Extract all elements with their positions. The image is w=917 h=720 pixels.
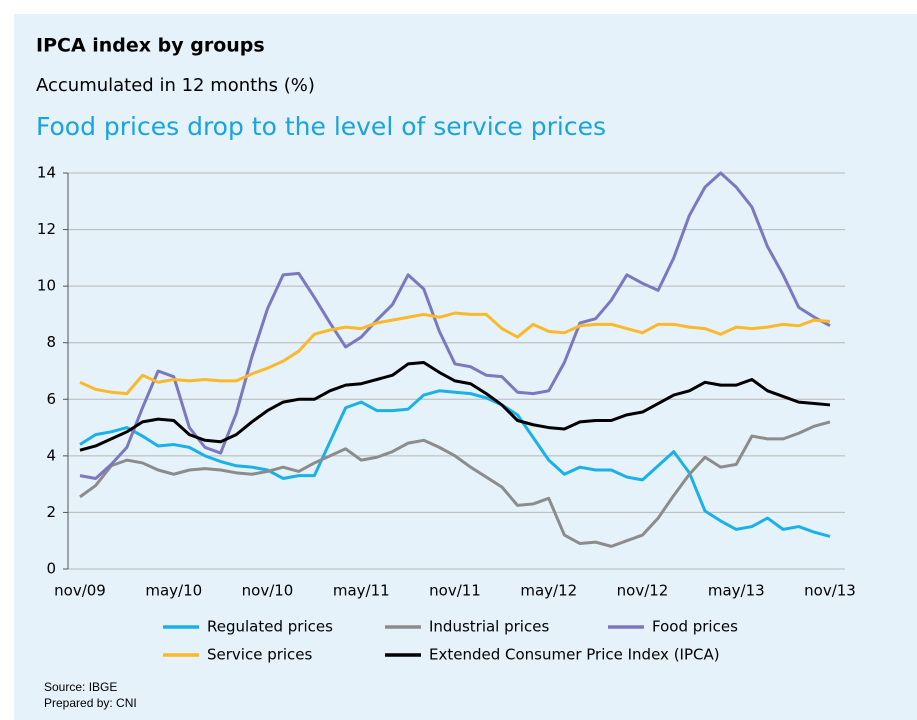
x-tick-label: nov/13	[804, 582, 856, 600]
y-tick-label: 4	[46, 446, 56, 464]
y-tick-label: 0	[46, 560, 56, 578]
series-line	[79, 389, 831, 538]
legend-label: Extended Consumer Price Index (IPCA)	[429, 646, 720, 664]
x-tick-label: may/10	[145, 582, 202, 600]
legend-label: Food prices	[652, 618, 738, 636]
y-tick-label: 6	[46, 390, 56, 408]
series-line	[79, 171, 831, 480]
x-tick-label: nov/09	[54, 582, 106, 600]
x-tick-label: nov/11	[429, 582, 481, 600]
series-line	[79, 420, 831, 548]
source-note: Source: IBGE	[44, 680, 117, 694]
chart-title: IPCA index by groups	[36, 35, 265, 57]
chart-subtitle: Accumulated in 12 months (%)	[36, 75, 315, 96]
x-tick-label: nov/12	[617, 582, 669, 600]
legend-label: Service prices	[207, 646, 313, 664]
legend-label: Industrial prices	[429, 618, 549, 636]
series-line	[79, 311, 831, 396]
x-tick-label: may/12	[520, 582, 577, 600]
prepared-note: Prepared by: CNI	[44, 696, 137, 710]
series-line	[79, 361, 831, 452]
y-tick-label: 12	[37, 220, 56, 238]
y-tick-label: 10	[37, 277, 56, 295]
chart-headline: Food prices drop to the level of service…	[36, 112, 606, 141]
x-tick-label: nov/10	[242, 582, 294, 600]
y-tick-label: 14	[37, 164, 56, 182]
x-tick-label: may/11	[333, 582, 390, 600]
legend-label: Regulated prices	[207, 618, 333, 636]
y-tick-label: 2	[46, 503, 56, 521]
y-tick-label: 8	[46, 333, 56, 351]
x-tick-label: may/13	[708, 582, 765, 600]
plot-area: 0 2 4 6 8 10 12 14 nov/09 may/10 nov/10 may/11 nov/1…	[37, 164, 856, 664]
